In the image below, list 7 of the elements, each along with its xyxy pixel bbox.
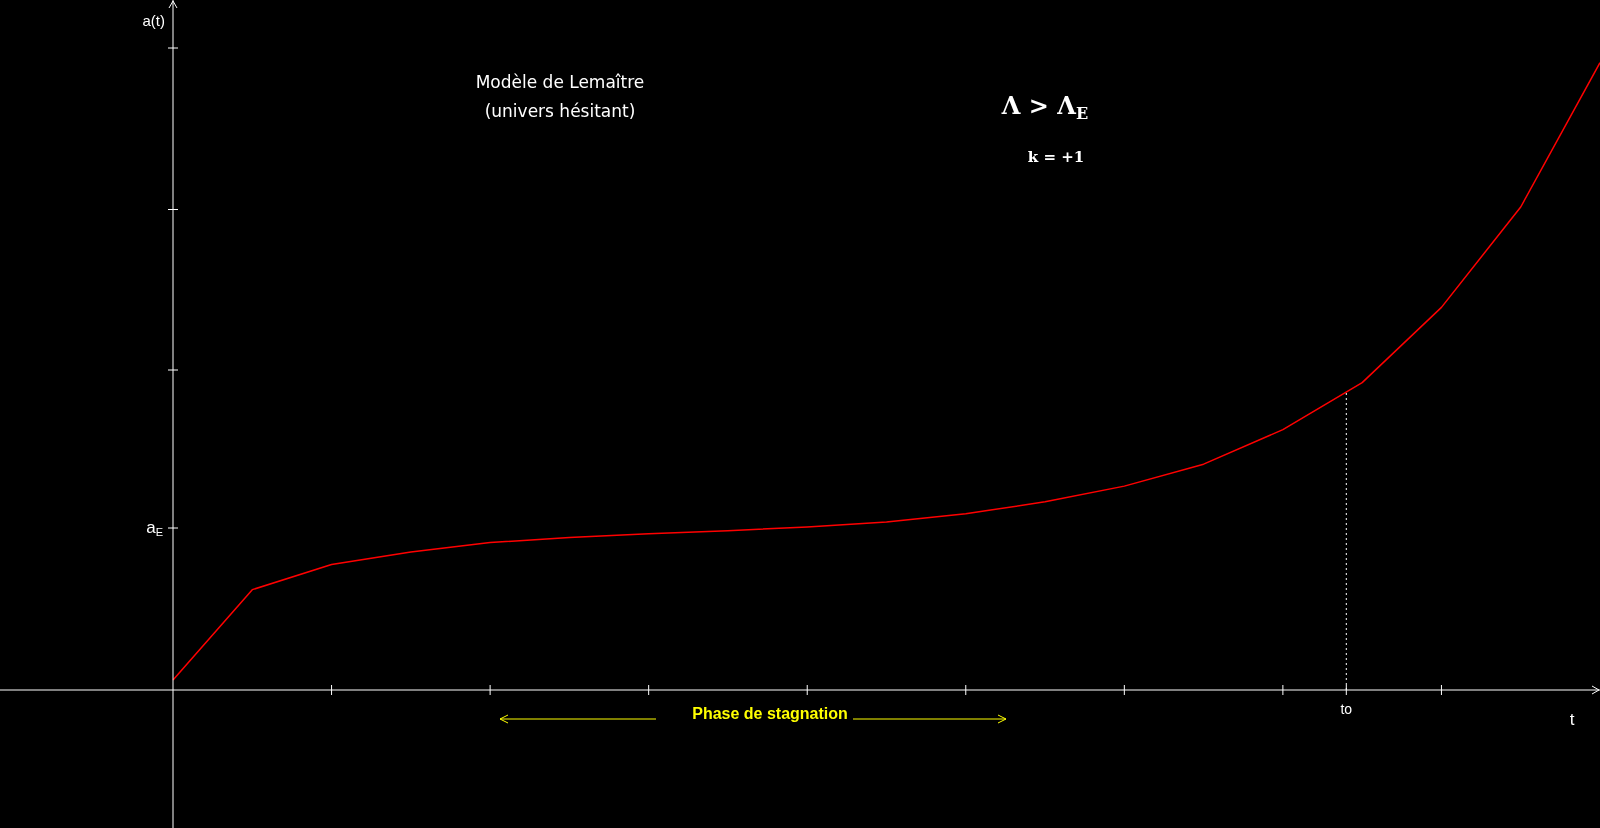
annotation: k = +1 xyxy=(1027,147,1085,166)
text: (univers hésitant) xyxy=(484,101,636,122)
y-axis-title: a(t) xyxy=(142,12,165,30)
x-axis-title: t xyxy=(1569,709,1575,729)
text: Phase de stagnation xyxy=(692,705,848,723)
text: Modèle de Lemaître xyxy=(475,72,645,93)
text: to xyxy=(1340,700,1353,717)
